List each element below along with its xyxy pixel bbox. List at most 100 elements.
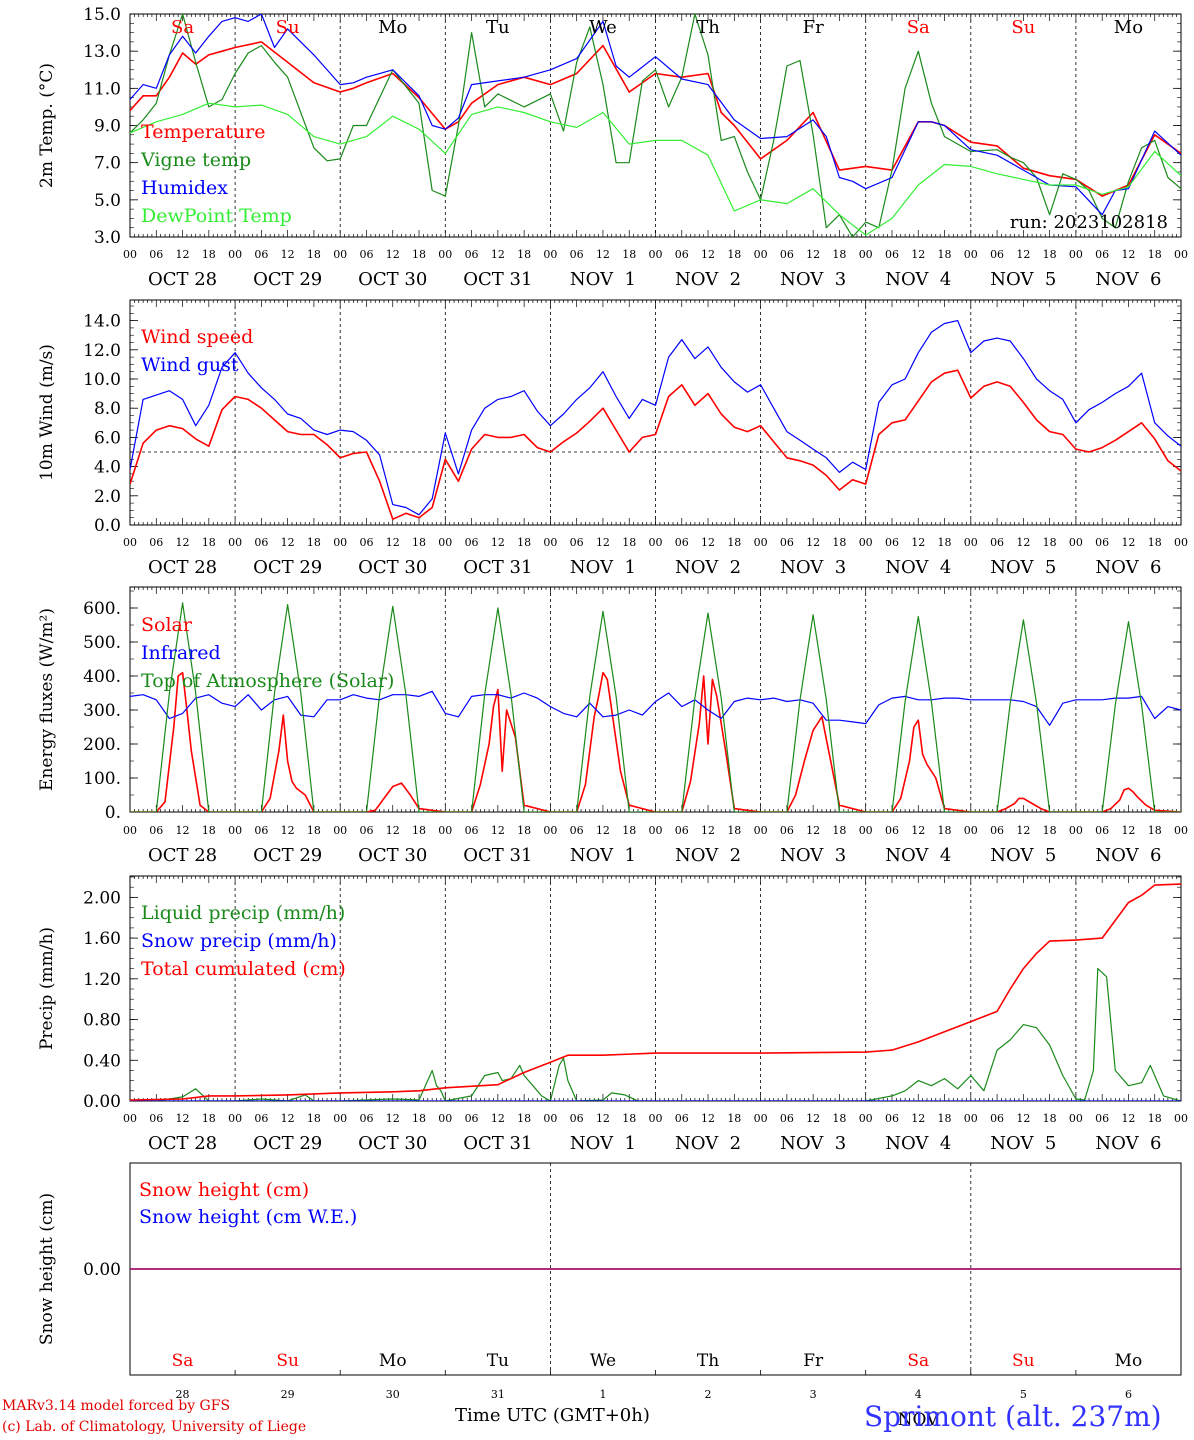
hour-label: 12: [491, 248, 505, 261]
hour-label: 06: [990, 1112, 1004, 1125]
date-label: NOV 5: [990, 557, 1056, 578]
y-tick-label: 7.0: [94, 154, 121, 174]
date-label: NOV 1: [570, 557, 636, 578]
hour-label: 00: [438, 1112, 452, 1125]
hour-label: 18: [832, 1112, 846, 1125]
series-line-top-of-atmosphere-solar-: [130, 602, 1181, 812]
hour-label: 12: [281, 1112, 295, 1125]
date-label: NOV 6: [1095, 269, 1161, 290]
hour-label: 06: [1095, 536, 1109, 549]
hour-label: 18: [1043, 824, 1057, 837]
series-line-dewpoint-temp: [130, 102, 1181, 236]
legend-entry: Wind gust: [141, 354, 239, 376]
date-label: NOV 6: [1095, 845, 1161, 866]
date-label: NOV 2: [675, 269, 741, 290]
hour-label: 18: [307, 536, 321, 549]
hour-label: 00: [964, 824, 978, 837]
date-label: NOV 4: [885, 1133, 951, 1154]
date-label: OCT 30: [358, 1133, 427, 1154]
hour-label: 18: [412, 824, 426, 837]
day-label: Mo: [1114, 17, 1143, 38]
hour-label: 12: [701, 1112, 715, 1125]
hour-label: 12: [596, 536, 610, 549]
hour-label: 00: [438, 824, 452, 837]
day-label: Su: [1012, 1351, 1035, 1371]
date-label: OCT 29: [253, 557, 322, 578]
hour-label: 00: [228, 1112, 242, 1125]
series-line-humidex: [130, 14, 1181, 216]
hour-label: 00: [649, 536, 663, 549]
date-label: NOV 4: [885, 557, 951, 578]
legend-entry: Wind speed: [141, 326, 253, 348]
y-tick-label: 1.20: [83, 970, 121, 990]
hour-label: 12: [281, 824, 295, 837]
panel-2: 00 06 12 18 00 06 12 18 00 06 12 18 00 06 12 18 00 06 12 18…: [37, 299, 1188, 578]
hour-label: 06: [465, 536, 479, 549]
date-label: OCT 31: [463, 845, 532, 866]
date-label: OCT 28: [148, 1133, 217, 1154]
day-label: Sa: [171, 17, 194, 38]
y-tick-label: 0.00: [83, 1260, 121, 1280]
y-tick-label: 0.80: [83, 1011, 121, 1031]
date-label: OCT 31: [463, 1133, 532, 1154]
overlap-label: NOV: [898, 1410, 940, 1430]
hour-label: 00: [333, 1112, 347, 1125]
y-tick-label: 500.: [83, 633, 121, 653]
station-name: Sprimont (alt. 237m): [864, 1400, 1162, 1433]
day-label: Tu: [486, 17, 510, 38]
y-tick-label: 15.0: [83, 5, 121, 25]
date-label: NOV 3: [780, 1133, 846, 1154]
hour-label: 12: [491, 824, 505, 837]
x-axis-title: Time UTC (GMT+0h): [455, 1405, 650, 1426]
hour-label: 18: [517, 248, 531, 261]
hour-label: 00: [123, 248, 137, 261]
hour-label: 00: [543, 536, 557, 549]
series-line-vigne-temp: [130, 14, 1181, 237]
day-number: 3: [810, 1388, 817, 1401]
hour-label: 12: [911, 536, 925, 549]
hour-label: 12: [911, 248, 925, 261]
hour-label: 12: [701, 248, 715, 261]
hour-label: 18: [517, 536, 531, 549]
hour-label: 06: [359, 248, 373, 261]
y-tick-label: 600.: [83, 599, 121, 619]
hour-label: 12: [386, 824, 400, 837]
date-label: NOV 3: [780, 269, 846, 290]
hour-label: 12: [176, 824, 190, 837]
day-number: 6: [1125, 1388, 1132, 1401]
plot-frame: [129, 13, 1182, 238]
hour-label: 00: [438, 536, 452, 549]
series-line-total-cumulated-cm-: [130, 883, 1181, 1101]
hour-label: 18: [938, 536, 952, 549]
y-tick-label: 400.: [83, 667, 121, 687]
y-tick-label: 10.0: [83, 370, 121, 390]
hour-label: 18: [832, 248, 846, 261]
date-label: OCT 29: [253, 269, 322, 290]
hour-label: 18: [202, 824, 216, 837]
y-axis-label: 10m Wind (m/s): [37, 344, 57, 481]
hour-label: 00: [649, 824, 663, 837]
hour-label: 12: [176, 536, 190, 549]
hour-label: 18: [412, 536, 426, 549]
hour-label: 12: [1121, 824, 1135, 837]
hour-label: 00: [1174, 824, 1188, 837]
hour-label: 06: [780, 248, 794, 261]
hour-label: 06: [570, 248, 584, 261]
y-tick-label: 200.: [83, 735, 121, 755]
date-label: NOV 3: [780, 557, 846, 578]
hour-label: 00: [1174, 1112, 1188, 1125]
day-label: Su: [276, 17, 300, 38]
date-label: NOV 2: [675, 557, 741, 578]
hour-label: 00: [228, 536, 242, 549]
hour-label: 06: [780, 536, 794, 549]
hour-label: 06: [254, 248, 268, 261]
hour-label: 06: [885, 248, 899, 261]
hour-label: 00: [123, 1112, 137, 1125]
series-group: [130, 320, 1181, 521]
hour-label: 06: [1095, 824, 1109, 837]
hour-label: 06: [149, 536, 163, 549]
hour-label: 00: [859, 536, 873, 549]
series-line-solar: [130, 671, 1181, 812]
hour-label: 00: [333, 824, 347, 837]
hour-label: 06: [254, 824, 268, 837]
